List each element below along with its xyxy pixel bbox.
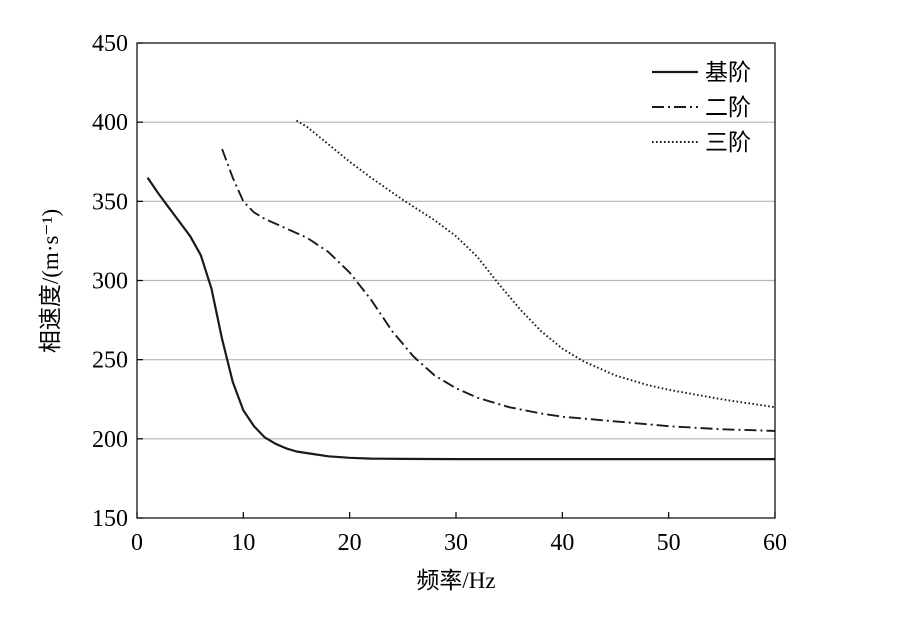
x-tick-label: 20 (338, 530, 362, 556)
series-line-2 (221, 148, 776, 432)
x-tick-label: 40 (550, 530, 574, 556)
series-line-3 (296, 119, 776, 409)
x-axis-label: 频率/Hz (416, 568, 495, 593)
y-tick-label: 350 (92, 189, 128, 215)
legend-label-1: 基阶 (705, 60, 751, 85)
grid-lines (137, 121, 775, 440)
y-axis-label: 相速度/(m·s⁻¹) (38, 209, 63, 353)
x-tick-label: 10 (231, 530, 255, 556)
x-tick-label: 0 (131, 530, 143, 556)
x-axis-ticks: 0 10 20 30 40 50 60 (131, 512, 787, 556)
y-tick-label: 250 (92, 348, 128, 374)
x-tick-label: 60 (763, 530, 787, 556)
x-tick-label: 50 (657, 530, 681, 556)
y-tick-label: 300 (92, 269, 128, 295)
y-tick-label: 150 (92, 506, 128, 532)
legend-label-3: 三阶 (705, 130, 751, 155)
y-tick-label: 200 (92, 427, 128, 453)
y-tick-label: 400 (92, 110, 128, 136)
series-line-1 (146, 176, 775, 461)
y-axis-ticks: 150 200 250 300 350 400 450 (92, 31, 143, 532)
legend-label-2: 二阶 (705, 95, 751, 120)
y-tick-label: 450 (92, 31, 128, 57)
x-tick-label: 30 (444, 530, 468, 556)
series-lines (146, 119, 776, 461)
